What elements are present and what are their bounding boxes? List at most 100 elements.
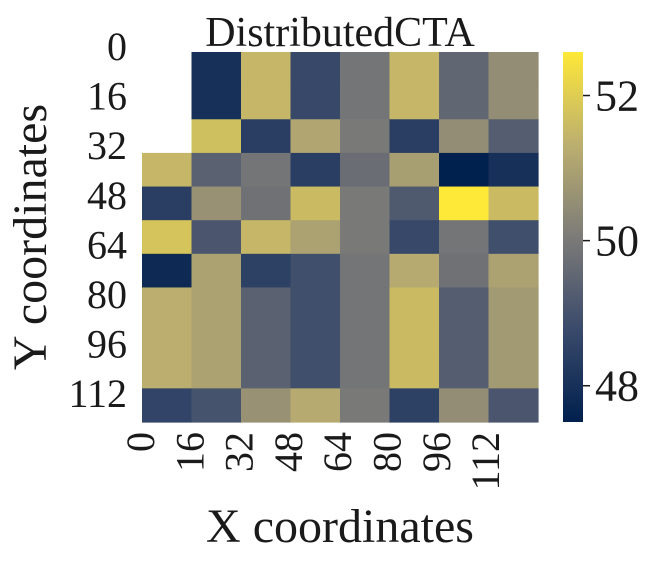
heatmap-cell xyxy=(191,186,242,221)
heatmap-cell xyxy=(488,52,539,87)
heatmap-cell xyxy=(290,321,341,356)
heatmap-cell xyxy=(191,119,242,154)
heatmap-cell xyxy=(142,253,193,289)
heatmap-cell xyxy=(241,119,292,154)
heatmap-cell xyxy=(340,152,391,188)
heatmap-cell xyxy=(290,388,341,423)
heatmap-cell xyxy=(389,287,440,322)
heatmap-cell xyxy=(439,119,490,154)
y-tick-label: 48 xyxy=(87,173,127,218)
heatmap-cell xyxy=(389,388,440,423)
y-tick-label: 80 xyxy=(87,272,127,317)
heatmap-cell xyxy=(340,85,391,120)
heatmap-cell xyxy=(389,152,440,188)
colorbar-tick-label: 48 xyxy=(595,362,639,411)
heatmap-cell xyxy=(290,220,341,255)
heatmap-cell xyxy=(241,287,292,322)
heatmap-cell xyxy=(290,85,341,120)
x-tick-label: 112 xyxy=(463,432,508,491)
heatmap-cell xyxy=(191,354,242,389)
heatmap-cell xyxy=(340,119,391,154)
heatmap-cell xyxy=(241,152,292,188)
colorbar-tick-label: 52 xyxy=(595,72,639,121)
x-tick-label: 16 xyxy=(167,432,212,472)
heatmap-cell xyxy=(142,287,193,322)
heatmap-cell xyxy=(389,321,440,356)
heatmap-cell xyxy=(290,253,341,289)
y-axis-label: Y coordinates xyxy=(4,104,57,370)
heatmap-cell xyxy=(439,52,490,87)
heatmap-cell xyxy=(340,321,391,356)
heatmap-cell xyxy=(340,186,391,221)
heatmap-cell xyxy=(340,388,391,423)
heatmap-cell xyxy=(488,186,539,221)
heatmap-cell xyxy=(142,220,193,255)
heatmap-cell xyxy=(488,119,539,154)
heatmap-cell xyxy=(191,321,242,356)
heatmap-cell xyxy=(340,287,391,322)
heatmap-cell xyxy=(142,354,193,389)
heatmap-cell xyxy=(290,119,341,154)
heatmap-cell xyxy=(439,287,490,322)
x-tick-label: 0 xyxy=(118,432,163,452)
heatmap-cell xyxy=(340,220,391,255)
x-tick-labels: 0 16 32 48 64 80 96 112 xyxy=(118,432,508,491)
heatmap-cell xyxy=(191,287,242,322)
x-tick-label: 64 xyxy=(315,432,360,472)
heatmap-cell xyxy=(142,186,193,221)
heatmap-cell xyxy=(191,388,242,423)
heatmap-cell xyxy=(389,220,440,255)
colorbar xyxy=(563,52,583,422)
x-tick-label: 96 xyxy=(414,432,459,472)
heatmap-cell xyxy=(191,52,242,87)
x-axis-label: X coordinates xyxy=(206,500,474,553)
heatmap-cell xyxy=(389,85,440,120)
heatmap-cell xyxy=(241,321,292,356)
y-tick-label: 96 xyxy=(87,322,127,367)
heatmap-cell xyxy=(488,152,539,188)
heatmap-cell xyxy=(439,321,490,356)
y-tick-label: 64 xyxy=(87,222,127,267)
heatmap-cell xyxy=(142,321,193,356)
heatmap-cell xyxy=(389,354,440,389)
heatmap-cell xyxy=(439,354,490,389)
heatmap-cell xyxy=(439,152,490,188)
heatmap-cell xyxy=(290,186,341,221)
heatmap-cell xyxy=(241,52,292,87)
heatmap-cell xyxy=(340,253,391,289)
heatmap-cell xyxy=(290,287,341,322)
heatmap-cell xyxy=(142,152,193,188)
heatmap-cell xyxy=(290,152,341,188)
y-tick-label: 32 xyxy=(87,123,127,168)
heatmap-cell xyxy=(488,388,539,423)
y-tick-label: 16 xyxy=(87,74,127,119)
heatmap-cell xyxy=(340,354,391,389)
heatmap-cell xyxy=(389,253,440,289)
heatmap-cell xyxy=(389,52,440,87)
heatmap-cell xyxy=(191,152,242,188)
y-tick-label: 112 xyxy=(68,371,127,416)
heatmap-cell xyxy=(439,85,490,120)
x-tick-label: 80 xyxy=(365,432,410,472)
heatmap-cell xyxy=(290,354,341,389)
heatmap-cell xyxy=(241,354,292,389)
heatmap-cell xyxy=(439,186,490,221)
heatmap-cell xyxy=(241,85,292,120)
heatmap-cell xyxy=(241,220,292,255)
heatmap-cell xyxy=(191,253,242,289)
heatmap-cell xyxy=(191,85,242,120)
heatmap-cell xyxy=(439,253,490,289)
chart-title: DistributedCTA xyxy=(205,10,475,56)
heatmap-cells xyxy=(142,52,539,423)
heatmap-cell xyxy=(290,52,341,87)
heatmap-cell xyxy=(389,186,440,221)
heatmap-cell xyxy=(488,354,539,389)
heatmap-cell xyxy=(142,388,193,423)
heatmap-cell xyxy=(241,388,292,423)
heatmap-cell xyxy=(241,253,292,289)
heatmap-cell xyxy=(389,119,440,154)
heatmap-cell xyxy=(488,85,539,120)
heatmap-cell xyxy=(439,220,490,255)
y-tick-label: 0 xyxy=(107,24,127,69)
